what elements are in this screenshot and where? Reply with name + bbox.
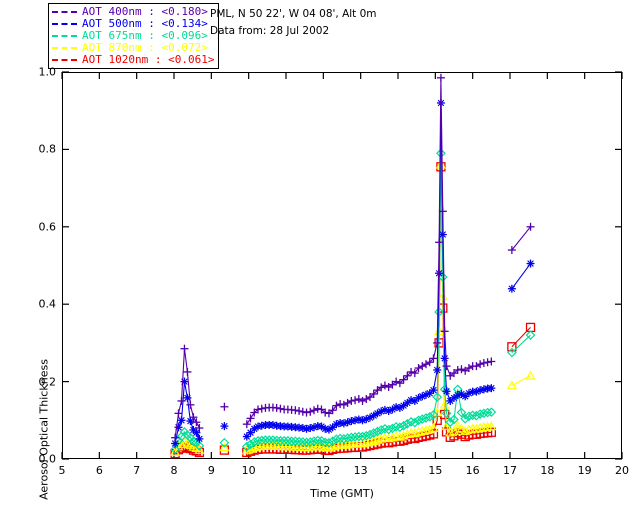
y-tick-label: 1.0 xyxy=(38,65,57,79)
x-tick-label: 11 xyxy=(279,464,293,477)
plot-area xyxy=(61,71,623,460)
legend-label: AOT 1020nm : <0.061> xyxy=(82,53,215,66)
data-canvas xyxy=(61,71,623,460)
legend-item-870nm: AOT 870nm : <0.072> xyxy=(52,42,214,54)
legend-item-675nm: AOT 675nm : <0.096> xyxy=(52,30,214,42)
series-aot-675nm xyxy=(170,148,536,455)
site-line: PML, N 50 22', W 04 08', Alt 0m xyxy=(210,8,377,20)
y-axis-label: Aerosol Optical Thickness xyxy=(37,359,51,500)
x-tick-label: 8 xyxy=(170,464,178,477)
y-tick-label: 0.0 xyxy=(38,452,57,466)
x-tick-label: 12 xyxy=(316,464,331,477)
legend-label: AOT 870nm : <0.072> xyxy=(82,41,208,54)
y-tick-label: 0.8 xyxy=(38,142,57,156)
series-aot-400nm xyxy=(171,73,535,442)
x-tick-label: 19 xyxy=(577,464,592,477)
y-tick-label: 0.4 xyxy=(38,297,57,311)
x-tick-label: 13 xyxy=(353,464,368,477)
legend-dash-icon xyxy=(52,47,77,49)
legend-dash-icon xyxy=(52,11,77,13)
x-tick-label: 5 xyxy=(58,464,66,477)
y-tick-label: 0.2 xyxy=(38,375,57,389)
x-tick-label: 18 xyxy=(540,464,555,477)
plot-frame xyxy=(62,72,622,459)
legend-item-500nm: AOT 500nm : <0.134> xyxy=(52,18,214,30)
legend-label: AOT 500nm : <0.134> xyxy=(82,17,208,30)
series-aot-500nm xyxy=(171,98,535,448)
legend-label: AOT 675nm : <0.096> xyxy=(82,29,208,42)
legend-dash-icon xyxy=(52,59,77,61)
x-axis-label: Time (GMT) xyxy=(310,487,374,500)
header-text: PML, N 50 22', W 04 08', Alt 0m Data fro… xyxy=(210,6,377,40)
series-aot-870nm xyxy=(170,159,536,456)
x-tick-label: 15 xyxy=(428,464,443,477)
legend-item-400nm: AOT 400nm : <0.180> xyxy=(52,6,214,18)
legend-label: AOT 400nm : <0.180> xyxy=(82,5,208,18)
x-tick-label: 6 xyxy=(95,464,103,477)
x-tick-label: 7 xyxy=(133,464,141,477)
date-line: Data from: 28 Jul 2002 xyxy=(210,25,330,37)
legend-item-1020nm: AOT 1020nm : <0.061> xyxy=(52,54,214,66)
x-tick-label: 20 xyxy=(615,464,629,477)
x-tick-label: 9 xyxy=(207,464,215,477)
legend: AOT 400nm : <0.180> AOT 500nm : <0.134> AO… xyxy=(48,3,220,69)
legend-dash-icon xyxy=(52,23,77,25)
y-tick-label: 0.6 xyxy=(38,220,57,234)
x-tick-label: 10 xyxy=(241,464,256,477)
x-tick-label: 14 xyxy=(391,464,405,477)
x-tick-label: 17 xyxy=(503,464,517,477)
legend-dash-icon xyxy=(52,35,77,37)
x-tick-label: 16 xyxy=(465,464,480,477)
